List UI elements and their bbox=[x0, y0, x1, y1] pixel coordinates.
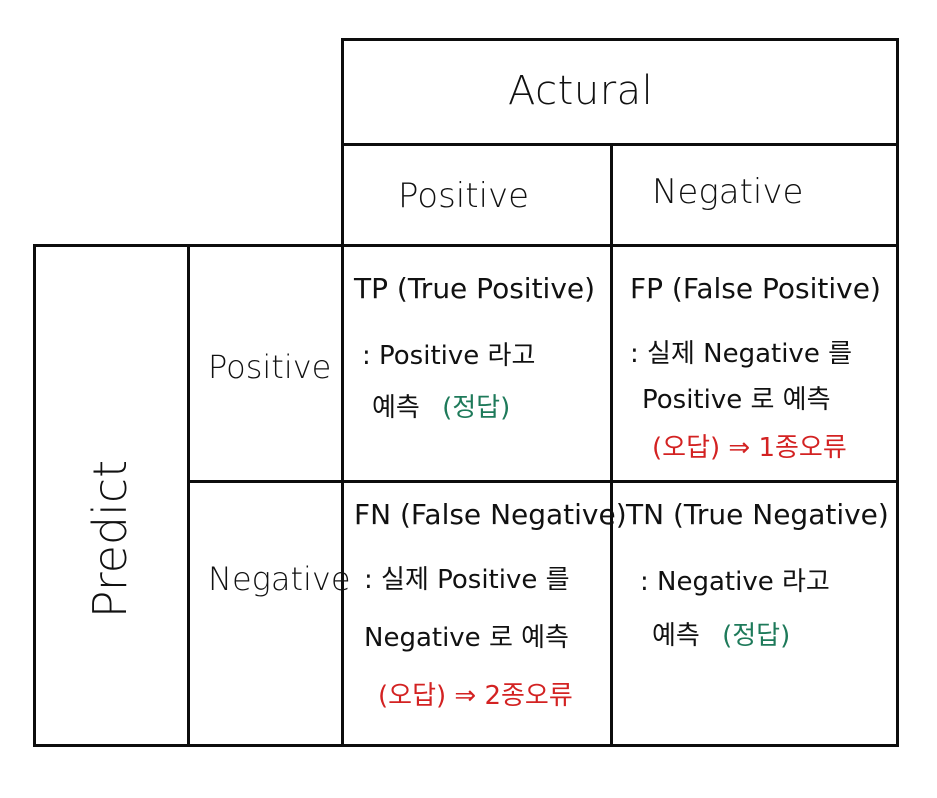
tn-line2: 예측 (정답) bbox=[652, 612, 790, 661]
tn-title: TN (True Negative) bbox=[626, 498, 889, 531]
fn-title: FN (False Negative) bbox=[354, 498, 627, 531]
tp-line2: 예측 (정답) bbox=[372, 384, 510, 433]
actual-col-positive: Positive bbox=[398, 176, 530, 216]
tn-line1: : Negative 라고 bbox=[640, 567, 830, 597]
grid-line-left-outer bbox=[33, 244, 36, 747]
fn-line1: : 실제 Positive 를 bbox=[364, 565, 570, 595]
grid-line-middle bbox=[187, 480, 899, 483]
grid-line-bottom bbox=[33, 744, 899, 747]
fp-title: FP (False Positive) bbox=[630, 272, 881, 305]
predict-row-positive: Positive bbox=[208, 348, 332, 386]
grid-line-col-divider bbox=[610, 143, 613, 747]
tp-result: (정답) bbox=[442, 393, 511, 423]
fp-line1: : 실제 Negative 를 bbox=[630, 339, 852, 369]
grid-line-predict-right bbox=[187, 244, 190, 747]
fn-line2: Negative 로 예측 bbox=[364, 623, 569, 653]
predict-row-negative: Negative bbox=[208, 560, 351, 598]
grid-line-actual-bottom bbox=[341, 143, 899, 146]
tp-title: TP (True Positive) bbox=[354, 272, 596, 305]
fp-line2: Positive 로 예측 bbox=[642, 385, 831, 415]
grid-line-right-outer bbox=[896, 38, 899, 747]
grid-line-header-bottom bbox=[33, 244, 899, 247]
grid-line-top bbox=[341, 38, 899, 41]
actual-header: Actural bbox=[508, 68, 654, 114]
predict-header: Predict bbox=[83, 459, 137, 619]
tp-line2-text: 예측 bbox=[372, 393, 420, 423]
grid-line-col1-left bbox=[341, 38, 344, 747]
fp-result: (오답) ⇒ 1종오류 bbox=[652, 433, 847, 463]
tp-line1: : Positive 라고 bbox=[362, 341, 536, 371]
actual-col-negative: Negative bbox=[652, 172, 804, 212]
tn-result: (정답) bbox=[722, 621, 791, 651]
tn-line2-text: 예측 bbox=[652, 621, 700, 651]
fn-result: (오답) ⇒ 2종오류 bbox=[378, 681, 573, 711]
